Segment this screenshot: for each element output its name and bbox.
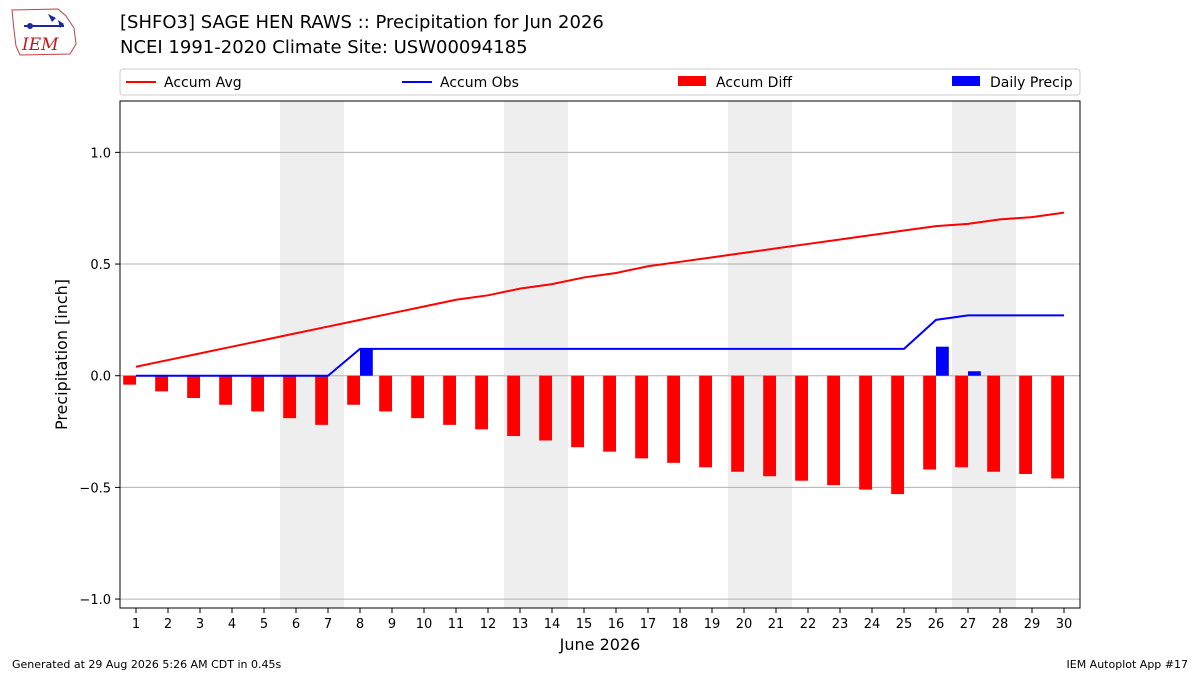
accum-avg-line bbox=[135, 211, 1065, 368]
accum-diff-bar-14 bbox=[539, 375, 552, 441]
accum-diff-bar-9 bbox=[379, 375, 392, 412]
daily-precip-bar-8 bbox=[360, 348, 373, 376]
legend-swatch-accum-diff bbox=[678, 76, 706, 86]
bars bbox=[123, 346, 1064, 495]
accum-diff-bar-11 bbox=[443, 375, 456, 425]
legend-label-accum-diff: Accum Diff bbox=[716, 75, 792, 91]
iem-logo: IEM bbox=[11, 8, 77, 56]
accum-diff-bar-4 bbox=[219, 375, 232, 405]
legend-swatch-daily-precip bbox=[952, 76, 980, 86]
legend-label-accum-obs: Accum Obs bbox=[440, 75, 519, 91]
xtick-label-2: 2 bbox=[164, 617, 172, 632]
xtick-label-5: 5 bbox=[260, 617, 268, 632]
x-axis-ticks: 1 2 3 4 5 6 7 8 9 10 11 12 13 14 15 16 17 18 19 20 21 22 23 24 2… bbox=[132, 608, 1072, 632]
xtick-label-17: 17 bbox=[640, 617, 657, 632]
xtick-label-27: 27 bbox=[960, 617, 977, 632]
accum-diff-bar-26 bbox=[923, 375, 936, 470]
accum-diff-bar-20 bbox=[731, 375, 744, 472]
daily-precip-bar-26 bbox=[936, 346, 949, 376]
xtick-label-4: 4 bbox=[228, 617, 236, 632]
chart-title: [SHFO3] SAGE HEN RAWS :: Precipitation f… bbox=[120, 12, 604, 33]
legend-frame bbox=[119, 68, 1081, 96]
xtick-label-21: 21 bbox=[768, 617, 785, 632]
ytick-label-1: −0.5 bbox=[79, 481, 111, 496]
xtick-label-15: 15 bbox=[576, 617, 593, 632]
xtick-label-12: 12 bbox=[480, 617, 497, 632]
weekend-shading bbox=[280, 101, 1016, 608]
lines bbox=[135, 211, 1065, 377]
accum-diff-bar-7 bbox=[315, 375, 328, 425]
accum-diff-bar-27 bbox=[955, 375, 968, 468]
weekend-shade-3 bbox=[952, 101, 1016, 608]
xtick-label-9: 9 bbox=[388, 617, 396, 632]
accum-diff-bar-29 bbox=[1019, 375, 1032, 474]
ytick-label-4: 1.0 bbox=[90, 146, 111, 161]
accum-diff-bar-28 bbox=[987, 375, 1000, 472]
xtick-label-20: 20 bbox=[736, 617, 753, 632]
xtick-label-3: 3 bbox=[196, 617, 204, 632]
y-axis-label: Precipitation [inch] bbox=[52, 279, 71, 430]
xtick-label-24: 24 bbox=[864, 617, 881, 632]
xtick-label-14: 14 bbox=[544, 617, 561, 632]
accum-diff-bar-16 bbox=[603, 375, 616, 452]
xtick-label-23: 23 bbox=[832, 617, 849, 632]
accum-diff-bar-2 bbox=[155, 375, 168, 392]
xtick-label-1: 1 bbox=[132, 617, 140, 632]
xtick-label-30: 30 bbox=[1056, 617, 1073, 632]
ytick-label-2: 0.0 bbox=[90, 370, 111, 385]
xtick-label-19: 19 bbox=[704, 617, 721, 632]
legend: Accum Avg Accum Obs Accum Diff Daily Pre… bbox=[119, 68, 1081, 96]
ytick-label-3: 0.5 bbox=[90, 258, 111, 273]
xtick-label-6: 6 bbox=[292, 617, 300, 632]
xtick-label-7: 7 bbox=[324, 617, 332, 632]
xtick-label-26: 26 bbox=[928, 617, 945, 632]
xtick-label-18: 18 bbox=[672, 617, 689, 632]
accum-diff-bar-5 bbox=[251, 375, 264, 412]
accum-diff-bar-15 bbox=[571, 375, 584, 448]
accum-obs-line bbox=[136, 314, 1064, 377]
accum-diff-bar-8 bbox=[347, 375, 360, 405]
accum-diff-bar-6 bbox=[283, 375, 296, 419]
accum-diff-bar-3 bbox=[187, 375, 200, 399]
y-axis-ticks: −1.0 −0.5 0.0 0.5 1.0 bbox=[79, 146, 120, 608]
legend-label-daily-precip: Daily Precip bbox=[990, 75, 1073, 91]
logo-text: IEM bbox=[21, 35, 59, 55]
xtick-label-8: 8 bbox=[356, 617, 364, 632]
accum-diff-bar-23 bbox=[827, 375, 840, 486]
accum-diff-bar-13 bbox=[507, 375, 520, 437]
accum-diff-bar-1 bbox=[123, 375, 136, 385]
chart-subtitle: NCEI 1991-2020 Climate Site: USW00094185 bbox=[120, 37, 528, 58]
app-label: IEM Autoplot App #17 bbox=[1066, 658, 1189, 671]
accum-diff-bar-18 bbox=[667, 375, 680, 463]
plot-frame bbox=[119, 100, 1081, 609]
accum-diff-bar-22 bbox=[795, 375, 808, 481]
generated-timestamp: Generated at 29 Aug 2026 5:26 AM CDT in … bbox=[12, 658, 282, 671]
weekend-shade-1 bbox=[504, 101, 568, 608]
accum-diff-bar-21 bbox=[763, 375, 776, 477]
xtick-label-13: 13 bbox=[512, 617, 529, 632]
xtick-label-28: 28 bbox=[992, 617, 1009, 632]
xtick-label-16: 16 bbox=[608, 617, 625, 632]
accum-diff-bar-24 bbox=[859, 375, 872, 490]
accum-diff-bar-25 bbox=[891, 375, 904, 495]
x-axis-label: June 2026 bbox=[559, 635, 641, 654]
ytick-label-0: −1.0 bbox=[79, 593, 111, 608]
accum-diff-bar-17 bbox=[635, 375, 648, 459]
accum-diff-bar-30 bbox=[1051, 375, 1064, 479]
xtick-label-29: 29 bbox=[1024, 617, 1041, 632]
gridlines bbox=[120, 151, 1080, 600]
xtick-label-10: 10 bbox=[416, 617, 433, 632]
xtick-label-22: 22 bbox=[800, 617, 817, 632]
accum-diff-bar-12 bbox=[475, 375, 488, 430]
daily-precip-bar-27 bbox=[968, 371, 981, 376]
xtick-label-11: 11 bbox=[448, 617, 465, 632]
accum-diff-bar-10 bbox=[411, 375, 424, 419]
accum-diff-bar-19 bbox=[699, 375, 712, 468]
xtick-label-25: 25 bbox=[896, 617, 913, 632]
weekend-shade-0 bbox=[280, 101, 344, 608]
legend-label-accum-avg: Accum Avg bbox=[164, 75, 242, 91]
weekend-shade-2 bbox=[728, 101, 792, 608]
